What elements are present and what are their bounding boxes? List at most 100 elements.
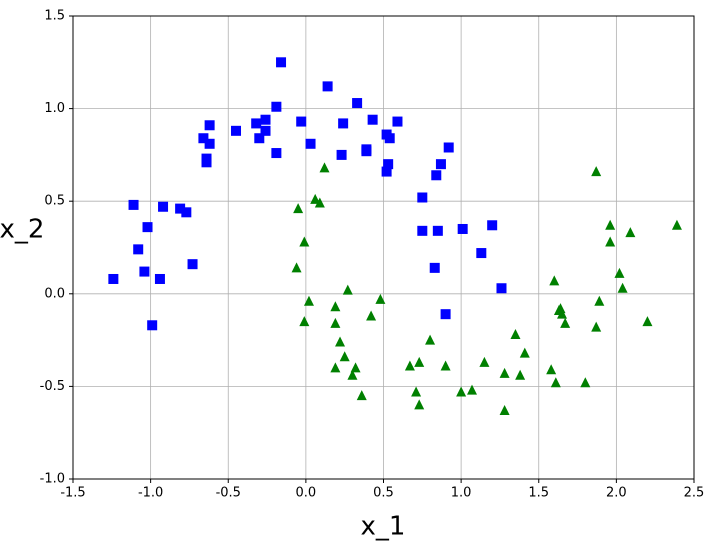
point — [383, 159, 394, 170]
point — [142, 222, 153, 233]
point — [519, 347, 530, 358]
point — [466, 384, 477, 395]
point — [550, 377, 561, 388]
x-tick-label: 0.5 — [373, 486, 394, 501]
point — [335, 336, 346, 347]
point — [181, 207, 192, 218]
point — [251, 118, 262, 129]
y-tick-label: -0.5 — [40, 379, 65, 394]
point — [319, 162, 330, 173]
point — [133, 244, 144, 255]
point — [510, 329, 521, 340]
point — [479, 356, 490, 367]
point — [499, 367, 510, 378]
point — [296, 116, 307, 127]
point — [158, 201, 169, 212]
point — [338, 118, 349, 129]
point — [417, 225, 428, 236]
point — [299, 316, 310, 327]
x-tick-label: -0.5 — [216, 486, 241, 501]
point — [204, 138, 215, 149]
point — [367, 114, 378, 125]
point — [187, 259, 198, 270]
point — [496, 283, 507, 294]
point — [614, 267, 625, 278]
point — [339, 351, 350, 362]
point — [314, 197, 325, 208]
point — [549, 275, 560, 286]
point — [330, 301, 341, 312]
point — [198, 133, 209, 144]
point — [457, 223, 468, 234]
point — [392, 116, 403, 127]
point — [404, 360, 415, 371]
point — [435, 159, 446, 170]
point — [605, 219, 616, 230]
x-tick-label: -1.0 — [138, 486, 163, 501]
y-tick-label: 0.0 — [44, 286, 65, 301]
point — [299, 236, 310, 247]
y-tick-label: 1.0 — [44, 101, 65, 116]
point — [625, 227, 636, 238]
point — [429, 262, 440, 273]
y-tick-label: -1.0 — [40, 472, 65, 487]
point — [330, 362, 341, 373]
point — [381, 166, 392, 177]
point — [499, 404, 510, 415]
point — [254, 133, 265, 144]
point — [260, 125, 271, 136]
point — [147, 320, 158, 331]
point — [293, 203, 304, 214]
point — [414, 399, 425, 410]
point — [440, 360, 451, 371]
point — [356, 390, 367, 401]
point — [260, 114, 271, 125]
point — [350, 362, 361, 373]
point — [108, 273, 119, 284]
point — [557, 308, 568, 319]
x-tick-label: 0.0 — [296, 486, 317, 501]
x-tick-label: -1.5 — [60, 486, 85, 501]
point — [515, 369, 526, 380]
point — [425, 334, 436, 345]
point — [417, 192, 428, 203]
point — [560, 317, 571, 328]
y-axis-label: x_2 — [0, 215, 44, 245]
point — [291, 262, 302, 273]
point — [443, 142, 454, 153]
point — [361, 146, 372, 157]
point — [432, 225, 443, 236]
point — [330, 317, 341, 328]
point — [456, 386, 467, 397]
point — [310, 193, 321, 204]
point — [271, 101, 282, 112]
point — [591, 321, 602, 332]
point — [642, 316, 653, 327]
x-axis-label: x_1 — [361, 512, 406, 542]
point — [671, 219, 682, 230]
point — [414, 356, 425, 367]
point — [336, 149, 347, 160]
point — [411, 386, 422, 397]
point — [322, 81, 333, 92]
point — [617, 282, 628, 293]
point — [476, 248, 487, 259]
point — [605, 236, 616, 247]
plot-frame — [72, 15, 695, 480]
point — [303, 295, 314, 306]
point — [580, 377, 591, 388]
point — [276, 57, 287, 68]
point — [546, 364, 557, 375]
point — [231, 125, 242, 136]
point — [128, 199, 139, 210]
point — [347, 369, 358, 380]
point — [154, 273, 165, 284]
x-tick-label: 1.5 — [528, 486, 549, 501]
y-tick-label: 0.5 — [44, 194, 65, 209]
point — [487, 220, 498, 231]
point — [305, 138, 316, 149]
x-tick-label: 2.5 — [684, 486, 705, 501]
point — [594, 295, 605, 306]
point — [175, 203, 186, 214]
point — [271, 148, 282, 159]
